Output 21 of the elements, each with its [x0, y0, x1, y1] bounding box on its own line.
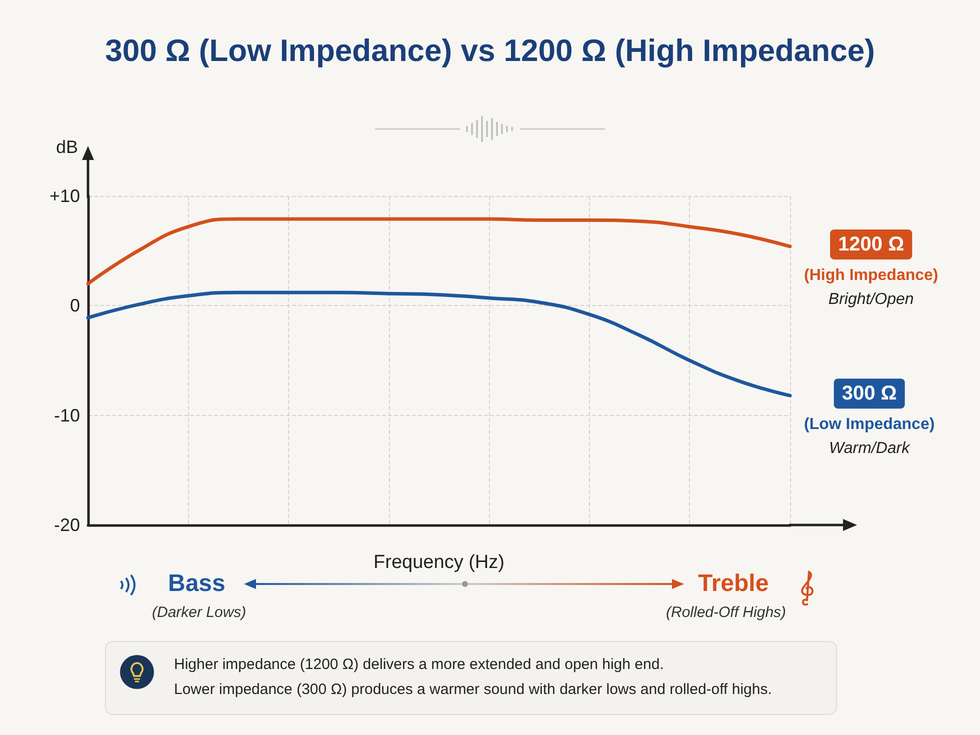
text: 1200 Ω	[838, 233, 904, 256]
y-tick-label: -10	[54, 405, 80, 426]
text: Lower impedance (300 Ω) produces a warmer sound with darker lows and rolled-off highs.	[174, 681, 772, 698]
text: 300 Ω	[842, 382, 897, 405]
y-tick-label: -20	[54, 515, 80, 535]
text: Bright/Open	[828, 290, 914, 308]
text: (Low Impedance)	[804, 416, 935, 434]
y-tick-label: +10	[49, 186, 80, 206]
text: (Darker Lows)	[152, 604, 246, 621]
text: Higher impedance (1200 Ω) delivers a more extended and open high end.	[174, 656, 664, 673]
text: Bass	[168, 570, 226, 598]
text: Warm/Dark	[829, 440, 911, 458]
y-axis-title: dB	[56, 137, 78, 157]
text: Treble	[698, 570, 769, 598]
line-series	[86, 217, 792, 286]
line-series	[86, 290, 792, 398]
y-tick-label: 0	[70, 296, 80, 316]
text: (High Impedance)	[804, 266, 938, 284]
x-axis-title: Frequency (Hz)	[374, 552, 504, 573]
text: (Rolled-Off Highs)	[666, 604, 786, 621]
chart-title: 300 Ω (Low Impedance) vs 1200 Ω (High Impedance)	[105, 33, 875, 68]
